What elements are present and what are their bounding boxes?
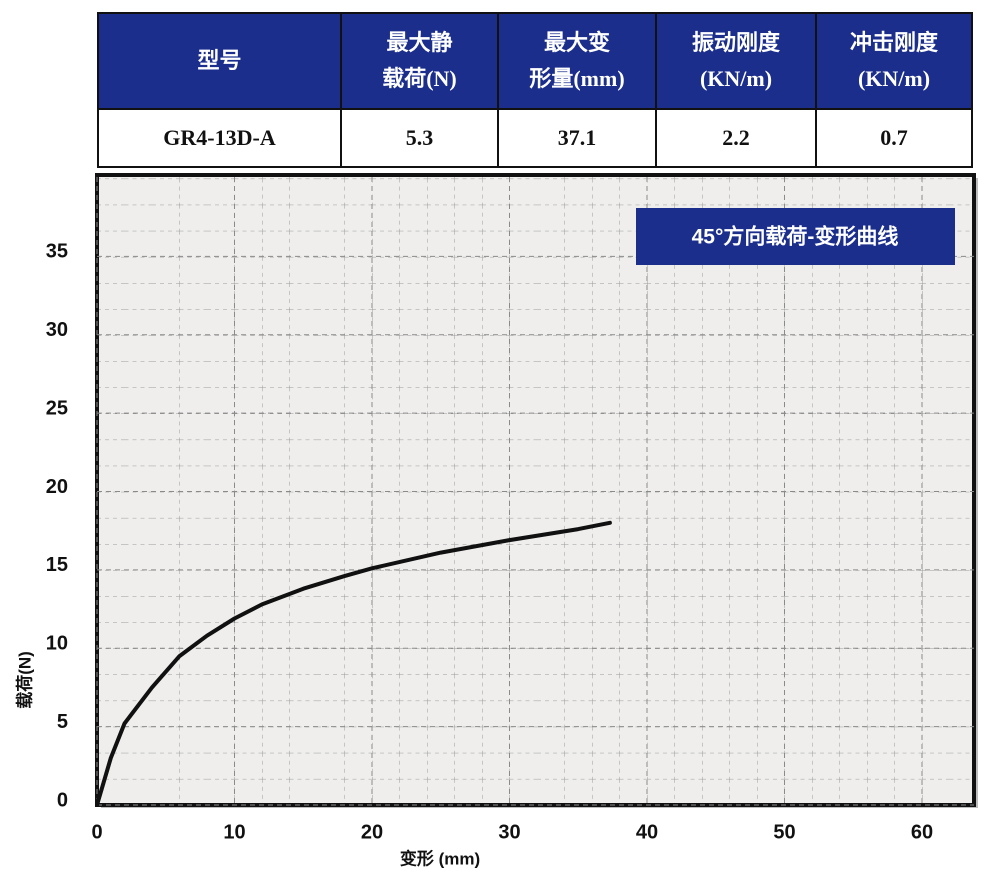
header-cell: 冲击刚度 (KN/m)	[815, 12, 973, 110]
header-row: 型号 最大静 载荷(N) 最大变 形量(mm) 振动刚度 (KN/m) 冲击刚度…	[97, 12, 973, 110]
y-axis-label: 载荷(N)	[14, 651, 34, 709]
spec-table: 型号 最大静 载荷(N) 最大变 形量(mm) 振动刚度 (KN/m) 冲击刚度…	[97, 12, 973, 168]
y-tick-label: 15	[46, 554, 68, 576]
y-tick-label: 35	[46, 241, 68, 263]
header-cell: 振动刚度 (KN/m)	[655, 12, 817, 110]
cell: 37.1	[497, 108, 657, 168]
x-tick-label: 10	[223, 821, 245, 843]
x-tick-label: 0	[91, 821, 102, 843]
header-cell: 最大变 形量(mm)	[497, 12, 657, 110]
cell: GR4-13D-A	[97, 108, 342, 168]
load-curve	[95, 520, 612, 807]
cell: 5.3	[340, 108, 499, 168]
header-cell: 最大静 载荷(N)	[340, 12, 499, 110]
cell: 0.7	[815, 108, 973, 168]
annotation: 45°方向载荷-变形曲线	[692, 225, 899, 249]
marks	[95, 520, 612, 807]
x-tick-label: 60	[911, 821, 933, 843]
x-tick-label: 50	[773, 821, 795, 843]
x-tick-label: 40	[636, 821, 658, 843]
minor-grid	[99, 177, 972, 803]
data-row: GR4-13D-A 5.3 37.1 2.2 0.7	[97, 108, 973, 168]
y-tick-label: 0	[57, 789, 68, 811]
x-tick-label: 20	[361, 821, 383, 843]
x-axis-label: 变形 (mm)	[400, 848, 480, 868]
x-tick-label: 30	[498, 821, 520, 843]
y-tick-label: 10	[46, 633, 68, 655]
y-tick-label: 20	[46, 476, 68, 498]
cell: 2.2	[655, 108, 817, 168]
y-tick-label: 5	[57, 711, 68, 733]
annotation-box	[636, 208, 955, 265]
y-tick-label: 30	[46, 319, 68, 341]
y-tick-label: 25	[46, 397, 68, 419]
header-cell: 型号	[97, 12, 342, 110]
grid	[96, 177, 974, 806]
